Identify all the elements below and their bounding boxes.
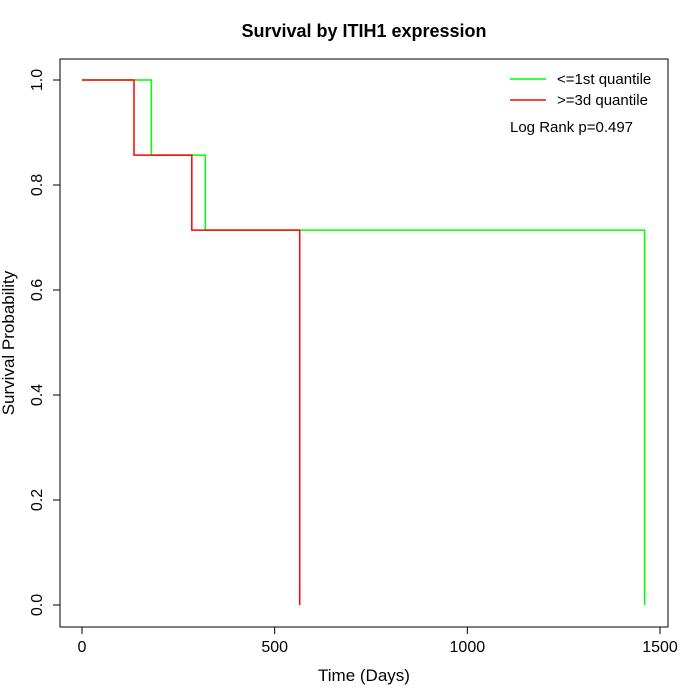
chart-title: Survival by ITIH1 expression	[241, 21, 486, 41]
survival-curve-low-quantile	[82, 79, 646, 605]
x-axis: 0 500 1000 1500	[78, 626, 678, 656]
y-tick-label: 0.2	[29, 489, 46, 511]
legend-label-high-quantile: >=3d quantile	[557, 92, 648, 109]
y-tick-label: 0.4	[29, 384, 46, 406]
log-rank-annotation: Log Rank p=0.497	[510, 119, 633, 136]
x-tick-label: 1000	[450, 639, 486, 656]
x-tick-label: 0	[78, 639, 87, 656]
y-axis-label: Survival Probability	[0, 270, 18, 415]
legend-label-low-quantile: <=1st quantile	[557, 71, 651, 88]
x-tick-label: 500	[261, 639, 288, 656]
y-axis: 0.0 0.2 0.4 0.6 0.8 1.0	[29, 69, 61, 616]
x-axis-label: Time (Days)	[318, 666, 410, 685]
legend: <=1st quantile >=3d quantile	[510, 71, 651, 109]
y-tick-label: 1.0	[29, 69, 46, 91]
y-tick-label: 0.0	[29, 594, 46, 616]
y-tick-label: 0.8	[29, 174, 46, 196]
x-tick-label: 1500	[642, 639, 678, 656]
survival-curve-high-quantile	[82, 79, 301, 605]
y-tick-label: 0.6	[29, 279, 46, 301]
series-layer	[82, 79, 646, 605]
